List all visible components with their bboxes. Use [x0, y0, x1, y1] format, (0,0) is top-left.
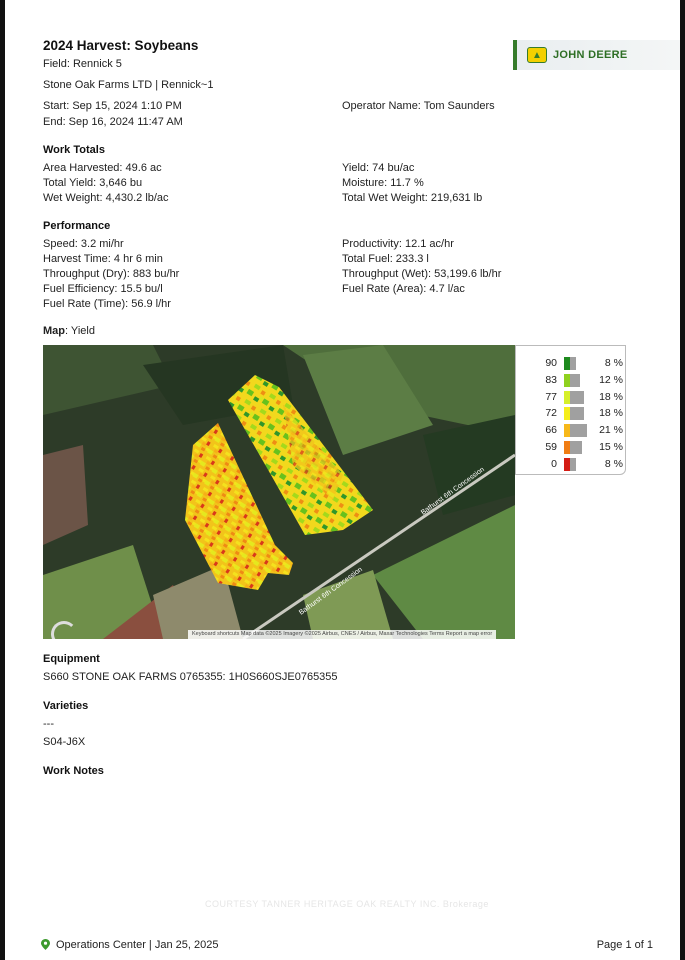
- work-total-item: Moisture: 11.7 %: [342, 177, 424, 189]
- work-total-item: Total Wet Weight: 219,631 lb: [342, 192, 483, 204]
- work-total-item: Total Yield: 3,646 bu: [43, 177, 143, 189]
- field-patch: [43, 545, 163, 639]
- legend-percent: 21 %: [599, 424, 623, 437]
- variety-item: S04-J6X: [43, 736, 86, 748]
- legend-percent: 18 %: [599, 407, 623, 420]
- location-pin-icon: [41, 939, 50, 950]
- john-deere-logo: ▲ JOHN DEERE: [513, 40, 680, 70]
- google-logo: [51, 621, 77, 639]
- legend-row: 72 18 %: [516, 406, 627, 421]
- legend-percent: 15 %: [599, 441, 623, 453]
- field-patch: [303, 570, 393, 639]
- legend-value: 83: [545, 373, 557, 386]
- report-page: ▲ JOHN DEERE 2024 Harvest: Soybeans Fiel…: [5, 0, 680, 960]
- legend-row: 0 8 %: [516, 457, 627, 472]
- field-patch: [373, 505, 515, 639]
- legend-swatch: [564, 390, 570, 404]
- yield-legend: 90 8 % 83 12 % 77 18 % 72 18 % 66 21 % 59 15 % 0 8 %: [515, 345, 626, 475]
- performance-item: Throughput (Wet): 53,199.6 lb/hr: [342, 268, 502, 280]
- legend-swatch: [564, 407, 570, 421]
- legend-bar: [570, 407, 584, 421]
- performance-heading: Performance: [43, 220, 111, 232]
- work-totals-heading: Work Totals: [43, 144, 105, 156]
- legend-percent: 8 %: [604, 457, 623, 470]
- legend-value: 90: [545, 357, 557, 369]
- legend-swatch: [564, 441, 570, 454]
- operator-name: Operator Name: Tom Saunders: [342, 100, 495, 112]
- performance-item: Harvest Time: 4 hr 6 min: [43, 253, 163, 265]
- field-patch: [303, 345, 433, 455]
- watermark: COURTESY TANNER HERITAGE OAK REALTY INC.…: [205, 899, 489, 909]
- equipment-value: S660 STONE OAK FARMS 0765355: 1H0S660SJE…: [43, 671, 338, 683]
- legend-bar: [570, 390, 584, 404]
- legend-row: 66 21 %: [516, 423, 627, 438]
- legend-row: 83 12 %: [516, 373, 627, 388]
- legend-swatch: [564, 457, 570, 471]
- field-patch: [43, 345, 173, 415]
- legend-percent: 12 %: [599, 373, 623, 386]
- legend-bar: [570, 357, 576, 370]
- legend-row: 59 15 %: [516, 440, 627, 455]
- legend-value: 59: [545, 441, 557, 453]
- field-patch: [153, 565, 243, 639]
- legend-bar: [570, 424, 587, 438]
- footer-left: Operations Center | Jan 25, 2025: [56, 939, 219, 951]
- legend-value: 66: [545, 424, 557, 437]
- report-title: 2024 Harvest: Soybeans: [43, 38, 199, 53]
- legend-value: 0: [551, 457, 557, 470]
- performance-item: Fuel Rate (Area): 4.7 l/ac: [342, 283, 465, 295]
- forest-patch: [423, 415, 515, 515]
- legend-value: 72: [545, 407, 557, 420]
- work-total-item: Wet Weight: 4,430.2 lb/ac: [43, 192, 169, 204]
- equipment-heading: Equipment: [43, 653, 100, 665]
- legend-bar: [570, 457, 576, 471]
- work-total-item: Area Harvested: 49.6 ac: [43, 162, 162, 174]
- performance-item: Total Fuel: 233.3 l: [342, 253, 429, 265]
- legend-percent: 8 %: [604, 357, 623, 369]
- work-total-item: Yield: 74 bu/ac: [342, 162, 415, 174]
- map-attribution[interactable]: Keyboard shortcuts Map data ©2025 Imager…: [188, 630, 497, 639]
- work-notes-heading: Work Notes: [43, 765, 104, 777]
- legend-percent: 18 %: [599, 390, 623, 403]
- performance-item: Fuel Rate (Time): 56.9 l/hr: [43, 298, 171, 310]
- map-heading-label: Map: [43, 325, 65, 337]
- legend-swatch: [564, 424, 570, 438]
- farm-name: Stone Oak Farms LTD | Rennick~1: [43, 79, 214, 91]
- footer-page-number: Page 1 of 1: [596, 939, 653, 951]
- legend-swatch: [564, 373, 570, 387]
- yield-map-canvas: Bathurst 6th Concession Bathurst 6th Con…: [43, 345, 515, 639]
- field-name: Field: Rennick 5: [43, 58, 122, 70]
- legend-bar: [570, 441, 582, 454]
- road: [242, 453, 515, 639]
- brand-name: JOHN DEERE: [553, 49, 628, 61]
- legend-bar: [570, 373, 580, 387]
- start-time: Start: Sep 15, 2024 1:10 PM: [43, 100, 182, 112]
- map-heading-layer: : Yield: [65, 325, 95, 337]
- map-heading: Map: Yield: [43, 325, 95, 337]
- performance-item: Productivity: 12.1 ac/hr: [342, 238, 454, 250]
- performance-item: Fuel Efficiency: 15.5 bu/l: [43, 283, 163, 295]
- legend-row: 90 8 %: [516, 356, 627, 371]
- legend-row: 77 18 %: [516, 390, 627, 405]
- variety-item: ---: [43, 718, 54, 730]
- field-patch: [43, 445, 88, 545]
- legend-swatch: [564, 357, 570, 370]
- performance-item: Speed: 3.2 mi/hr: [43, 238, 124, 250]
- yield-overlay-west: [185, 423, 293, 590]
- performance-item: Throughput (Dry): 883 bu/hr: [43, 268, 180, 280]
- yield-map[interactable]: Bathurst 6th Concession Bathurst 6th Con…: [43, 345, 515, 639]
- varieties-heading: Varieties: [43, 700, 89, 712]
- deer-icon: ▲: [527, 47, 547, 63]
- yield-overlay-east-detail: [283, 405, 343, 500]
- legend-value: 77: [545, 390, 557, 403]
- end-time: End: Sep 16, 2024 11:47 AM: [43, 116, 183, 128]
